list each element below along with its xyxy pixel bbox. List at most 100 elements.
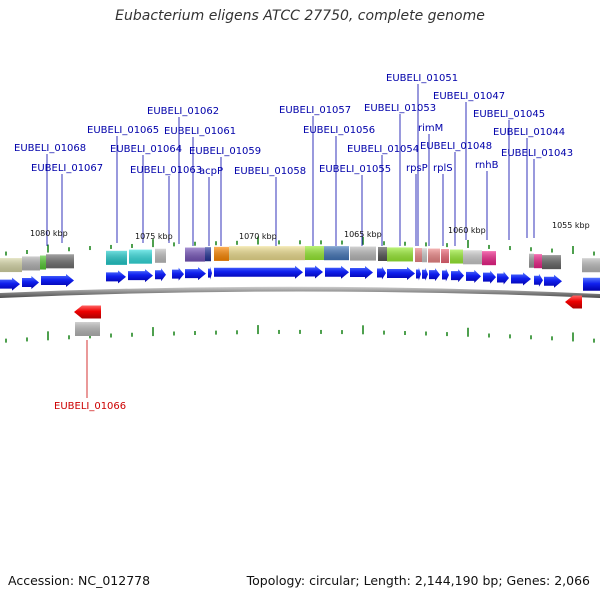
- forward-gene-arrow: [22, 275, 39, 289]
- gene-label-eubeli-01056[interactable]: EUBELI_01056: [303, 125, 375, 136]
- scale-label-1055: 1055 kbp: [552, 221, 590, 230]
- gene-label-eubeli-01057[interactable]: EUBELI_01057: [279, 105, 351, 116]
- category-segment-shade: [185, 247, 205, 262]
- category-segment-shade: [22, 256, 40, 271]
- category-segment-shade: [542, 255, 561, 270]
- forward-gene-arrow: [155, 268, 166, 282]
- forward-gene-arrow: [106, 270, 126, 284]
- scale-label-1080: 1080 kbp: [30, 229, 68, 238]
- category-segment-shade: [129, 249, 152, 264]
- category-segment-shade: [450, 249, 463, 264]
- map-title: Eubacterium eligens ATCC 27750, complete…: [115, 8, 485, 24]
- category-segment-shade: [229, 246, 305, 261]
- accession-text: Accession: NC_012778: [8, 573, 151, 588]
- forward-gene-arrow: [511, 272, 531, 286]
- forward-gene-arrow: [305, 265, 323, 279]
- forward-gene-arrow: [377, 266, 386, 280]
- gene-label-eubeli-01044[interactable]: EUBELI_01044: [493, 127, 565, 138]
- forward-gene-arrow: [497, 271, 509, 285]
- category-segment-shade: [46, 254, 74, 269]
- genome-backbone: [0, 286, 600, 298]
- gene-label-eubeli-01062[interactable]: EUBELI_01062: [147, 106, 219, 117]
- forward-gene-arrow: [466, 269, 481, 283]
- gene-label-rpls[interactable]: rplS: [433, 163, 453, 174]
- forward-gene-arrow: [422, 267, 428, 281]
- scale-label-1065: 1065 kbp: [344, 230, 382, 239]
- gene-label-eubeli-01043[interactable]: EUBELI_01043: [501, 148, 573, 159]
- forward-gene-arrow: [442, 268, 449, 282]
- gene-label-eubeli-01068[interactable]: EUBELI_01068: [14, 143, 86, 154]
- category-segment-shade: [582, 258, 600, 273]
- scale-ticks-outer: [5, 236, 595, 256]
- forward-gene-arrow: [325, 265, 349, 279]
- forward-gene-arrow: [483, 270, 496, 284]
- reverse-gene-arrow: [74, 305, 101, 319]
- gene-label-eubeli-01067[interactable]: EUBELI_01067: [31, 163, 103, 174]
- category-segment-shade: [350, 246, 376, 261]
- category-segment-shade: [205, 247, 211, 262]
- forward-gene-arrow: [185, 267, 206, 281]
- category-segment-shade: [482, 251, 496, 266]
- gene-label-rimm[interactable]: rimM: [418, 123, 443, 134]
- gene-label-eubeli-01054[interactable]: EUBELI_01054: [347, 144, 419, 155]
- category-segment-shade: [155, 248, 166, 263]
- category-segment-shade: [106, 250, 127, 265]
- category-segment-shade: [305, 246, 324, 261]
- category-segment-shade: [422, 248, 427, 263]
- forward-gene-arrow: [387, 266, 415, 280]
- label-leader-lines: [46, 84, 535, 398]
- gene-label-acpp[interactable]: acpP: [199, 166, 223, 177]
- reverse-gene-arrow: [565, 295, 582, 309]
- functional-category-track: [0, 246, 600, 273]
- gene-label-eubeli-01064[interactable]: EUBELI_01064: [110, 144, 182, 155]
- category-segment-shade: [0, 258, 22, 273]
- gene-labels: EUBELI_01068 EUBELI_01067 EUBELI_01065 E…: [14, 73, 573, 412]
- gene-label-eubeli-01055[interactable]: EUBELI_01055: [319, 164, 391, 175]
- forward-gene-arrow: [583, 277, 600, 291]
- forward-gene-arrow: [429, 268, 440, 282]
- forward-gene-arrow: [350, 266, 373, 280]
- forward-gene-arrow: [128, 269, 153, 283]
- gene-label-eubeli-01053[interactable]: EUBELI_01053: [364, 103, 436, 114]
- gene-label-eubeli-01065[interactable]: EUBELI_01065: [87, 125, 159, 136]
- gene-label-eubeli-01047[interactable]: EUBELI_01047: [433, 91, 505, 102]
- forward-gene-arrow: [172, 267, 184, 281]
- category-segment-shade: [534, 254, 542, 269]
- gene-label-eubeli-01051[interactable]: EUBELI_01051: [386, 73, 458, 84]
- gene-track: [0, 265, 600, 336]
- category-segment-shade: [387, 247, 413, 262]
- scale-label-1070: 1070 kbp: [239, 232, 277, 241]
- category-segment-shade: [378, 246, 387, 261]
- reverse-category-segment-shade: [75, 322, 100, 336]
- gene-label-eubeli-01048[interactable]: EUBELI_01048: [420, 141, 492, 152]
- forward-gene-arrow: [208, 266, 212, 280]
- gene-label-rnhb[interactable]: rnhB: [475, 160, 499, 171]
- genome-info-text: Topology: circular; Length: 2,144,190 bp…: [246, 573, 590, 588]
- forward-gene-arrow: [451, 269, 464, 283]
- category-segment-shade: [214, 246, 229, 261]
- category-segment-shade: [324, 246, 349, 261]
- scale-labels: 1080 kbp 1075 kbp 1070 kbp 1065 kbp 1060…: [30, 221, 590, 241]
- scale-ticks-inner: [5, 325, 595, 343]
- gene-label-rpsp[interactable]: rpsP: [406, 163, 428, 174]
- gene-label-eubeli-01061[interactable]: EUBELI_01061: [164, 126, 236, 137]
- category-segment-shade: [428, 248, 440, 263]
- category-segment-shade: [529, 253, 534, 268]
- forward-gene-arrow: [0, 277, 20, 291]
- scale-label-1075: 1075 kbp: [135, 232, 173, 241]
- forward-gene-arrow: [544, 274, 562, 288]
- forward-gene-arrow: [41, 273, 74, 287]
- forward-gene-arrow: [534, 273, 543, 287]
- category-segment-shade: [441, 249, 449, 264]
- gene-label-eubeli-01059[interactable]: EUBELI_01059: [189, 146, 261, 157]
- forward-gene-arrow: [416, 267, 421, 281]
- gene-label-eubeli-01058[interactable]: EUBELI_01058: [234, 166, 306, 177]
- category-segment-shade: [415, 248, 422, 263]
- gene-label-eubeli-01066[interactable]: EUBELI_01066: [54, 401, 126, 412]
- scale-label-1060: 1060 kbp: [448, 226, 486, 235]
- forward-gene-arrow: [214, 265, 303, 279]
- gene-label-eubeli-01063[interactable]: EUBELI_01063: [130, 165, 202, 176]
- category-segment-shade: [463, 250, 482, 265]
- gene-label-eubeli-01045[interactable]: EUBELI_01045: [473, 109, 545, 120]
